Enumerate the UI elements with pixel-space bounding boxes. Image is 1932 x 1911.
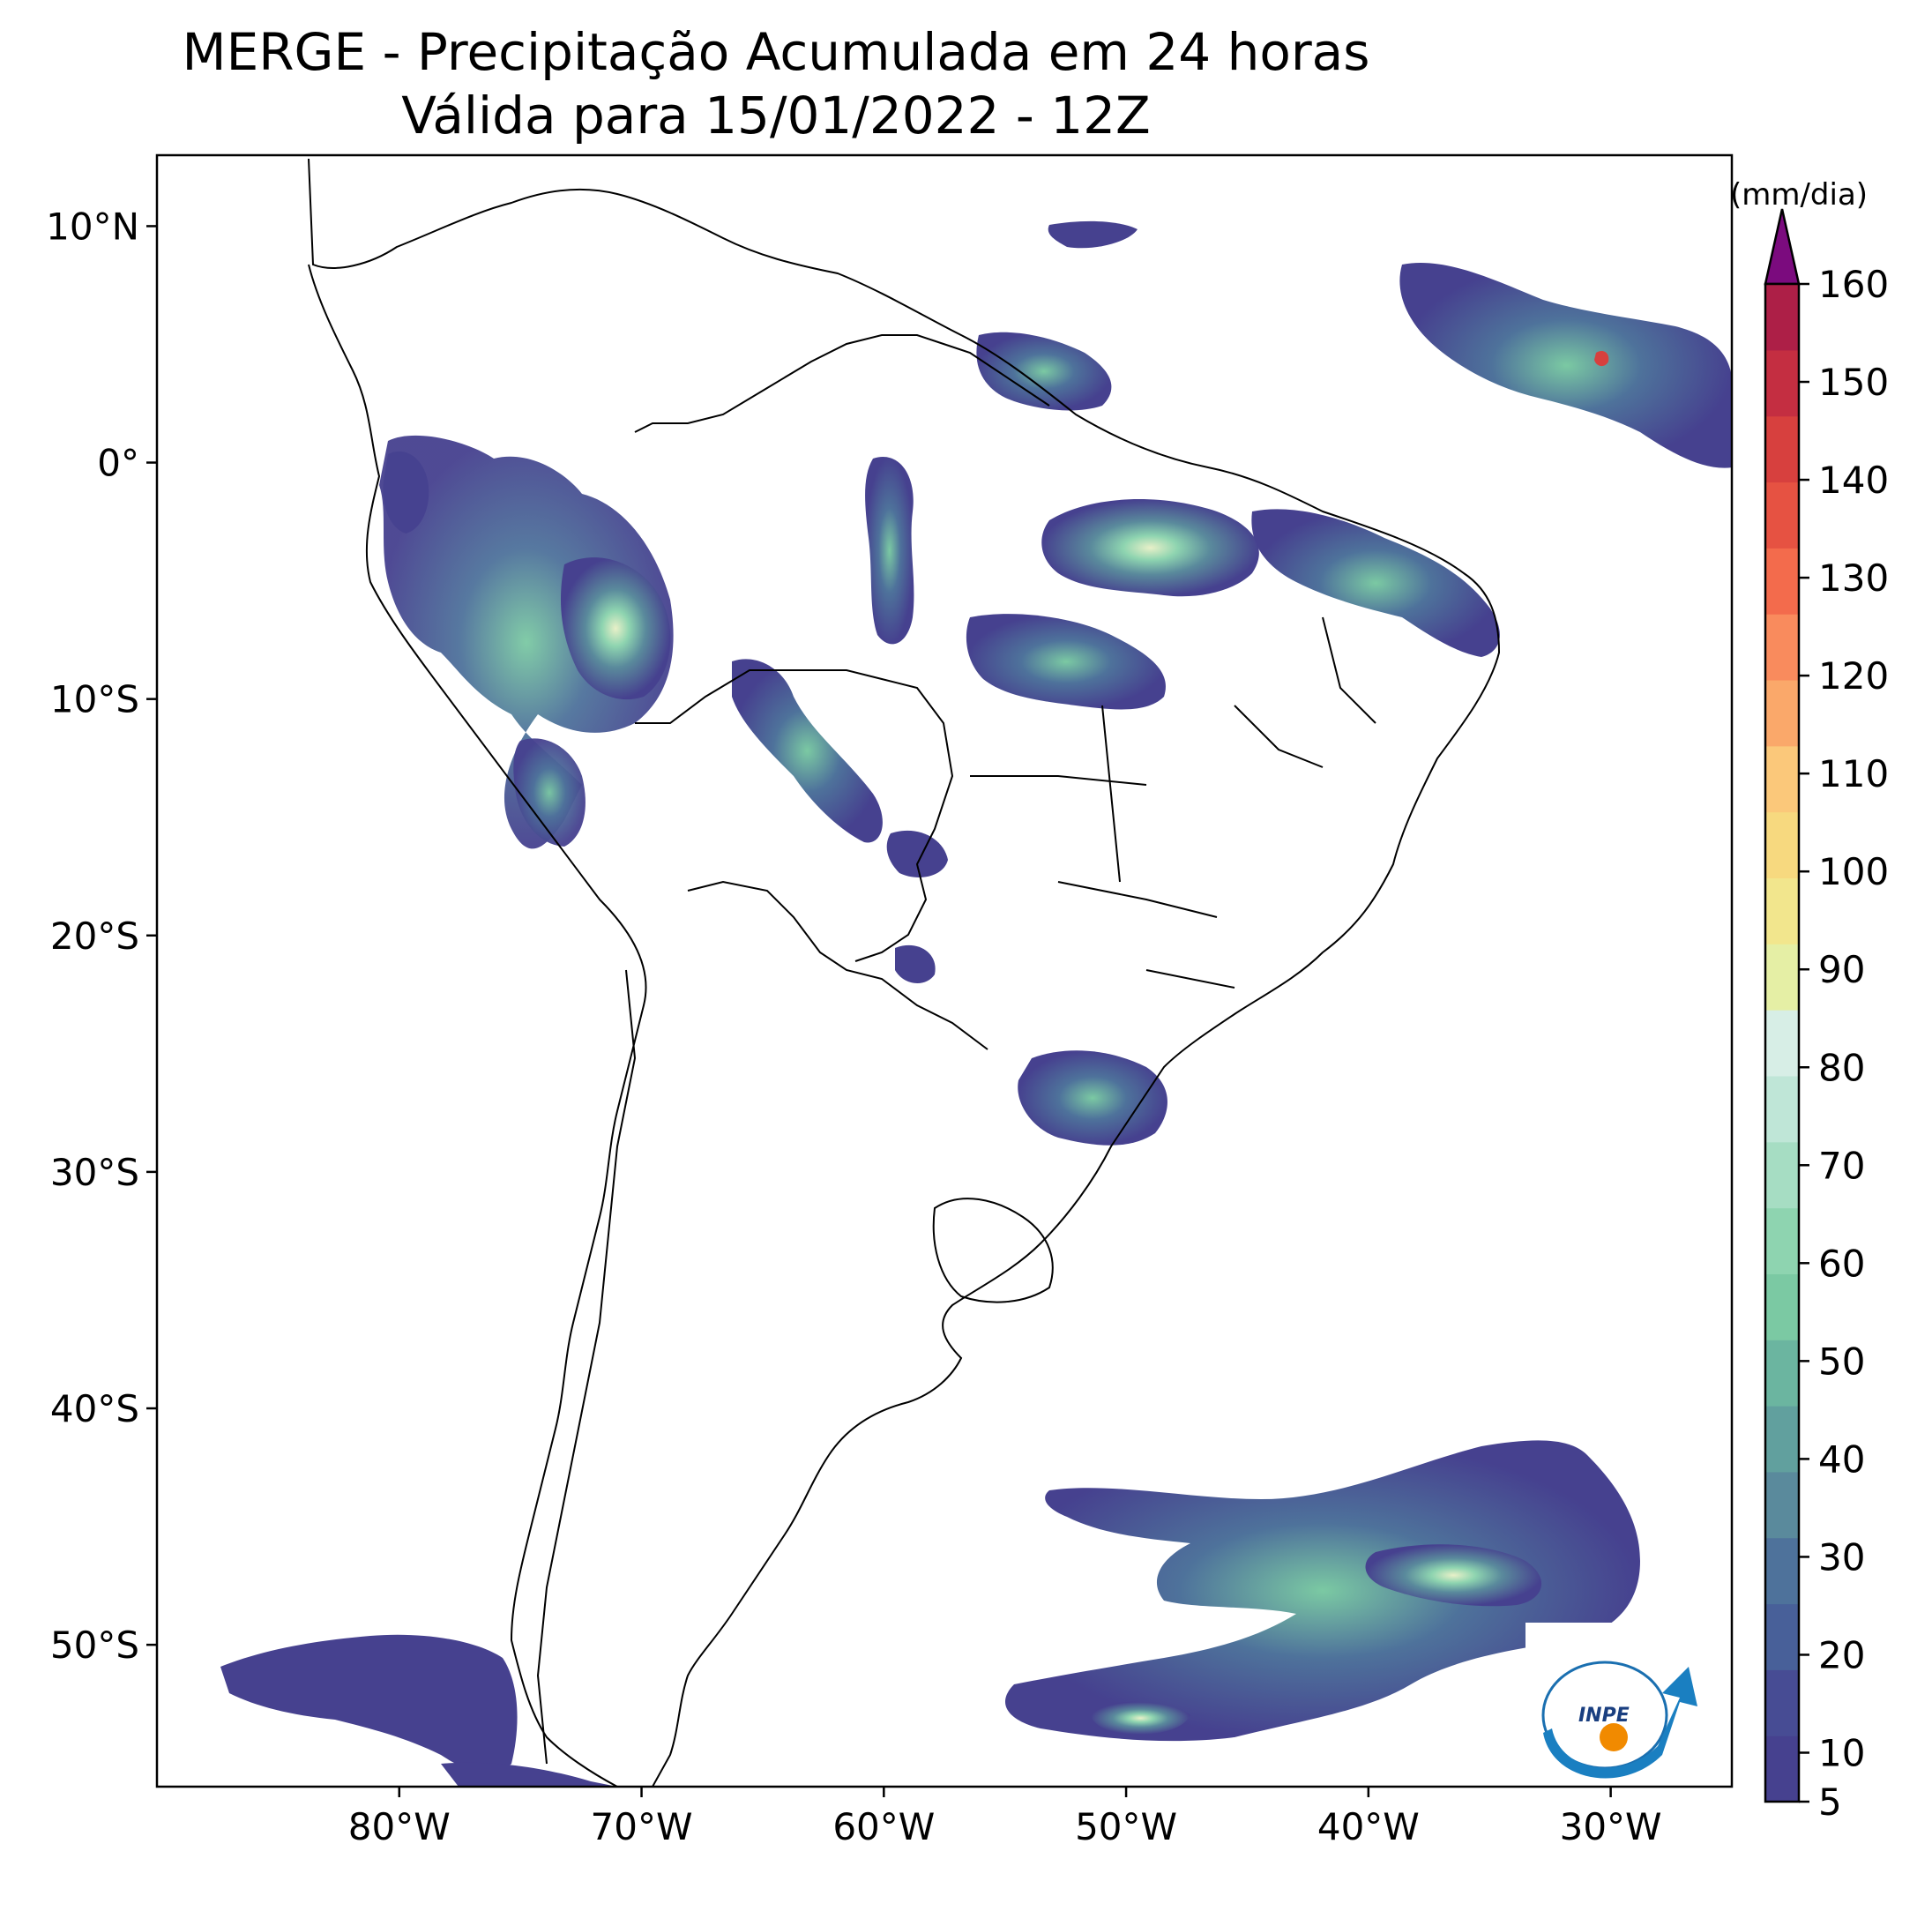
colorbar: (mm/dia) 160 150 140 130 120 110 100 90 80 70 60 50… bbox=[1730, 177, 1889, 1824]
colorbar-bin bbox=[1765, 614, 1799, 681]
colorbar-bin bbox=[1765, 1669, 1799, 1736]
lat-tick-label: 0° bbox=[97, 442, 139, 485]
lat-tick-label: 20°S bbox=[50, 914, 139, 958]
colorbar-bin bbox=[1765, 349, 1799, 417]
colorbar-bin bbox=[1765, 481, 1799, 549]
colorbar-tick-label: 60 bbox=[1818, 1242, 1865, 1285]
rain-area-mato-grosso bbox=[966, 614, 1166, 710]
colorbar-bin bbox=[1765, 679, 1799, 747]
colorbar-bin bbox=[1765, 1273, 1799, 1340]
rain-core-itcz bbox=[1594, 351, 1609, 367]
colorbar-bin bbox=[1765, 1075, 1799, 1143]
rain-band-south-atlantic bbox=[1005, 1440, 1640, 1742]
colorbar-tick-label: 40 bbox=[1818, 1437, 1865, 1481]
colorbar-bin bbox=[1765, 1736, 1799, 1803]
colorbar-bin bbox=[1765, 1340, 1799, 1407]
colorbar-tick-label: 140 bbox=[1818, 459, 1889, 502]
border-argentina-chile bbox=[536, 969, 637, 1765]
sun-dot-icon bbox=[1600, 1723, 1628, 1751]
precipitation-field bbox=[220, 220, 1732, 1787]
border-brazil-states bbox=[970, 616, 1376, 989]
rain-area-guianas bbox=[976, 332, 1112, 411]
lon-tick-label: 30°W bbox=[1560, 1805, 1662, 1848]
colorbar-bin bbox=[1765, 745, 1799, 813]
map-title-line2: Válida para 15/01/2022 - 12Z bbox=[401, 86, 1151, 146]
lat-tick-label: 30°S bbox=[50, 1151, 139, 1194]
rain-core-acre bbox=[560, 557, 671, 700]
lat-tick-label: 10°S bbox=[50, 678, 139, 721]
rain-area-pantanal bbox=[886, 830, 948, 877]
colorbar-tick-label: 80 bbox=[1818, 1046, 1865, 1089]
lat-tick-label: 10°N bbox=[46, 205, 139, 248]
longitude-axis: 80°W 70°W 60°W 50°W 40°W 30°W bbox=[348, 1787, 1662, 1848]
rain-area-patagonia bbox=[220, 1634, 518, 1773]
colorbar-frame bbox=[1764, 282, 1801, 1803]
border-brazil-west bbox=[635, 669, 954, 962]
logo-background bbox=[1525, 1623, 1702, 1777]
rain-area-para bbox=[1041, 499, 1259, 597]
inpe-logo: INPE bbox=[1525, 1623, 1702, 1779]
colorbar-bin bbox=[1765, 1603, 1799, 1670]
colorbar-bin bbox=[1765, 877, 1799, 944]
lat-tick-label: 40°S bbox=[50, 1387, 139, 1430]
colorbar-tick-label: 50 bbox=[1818, 1340, 1865, 1383]
rain-area-paraguay bbox=[895, 944, 936, 984]
colorbar-tick-label: 160 bbox=[1818, 263, 1889, 306]
colorbar-tick-label: 100 bbox=[1818, 850, 1889, 893]
south-america-west-coast bbox=[308, 264, 647, 1787]
border-brazil-north bbox=[634, 334, 1050, 433]
colorbar-tick-label: 5 bbox=[1818, 1780, 1842, 1824]
rain-area-colombia bbox=[383, 451, 429, 534]
colorbar-unit-label: (mm/dia) bbox=[1730, 177, 1868, 213]
rain-area-roraima-strip bbox=[865, 457, 914, 645]
rain-core-south-atlantic-2 bbox=[1091, 1701, 1190, 1735]
colorbar-bin bbox=[1765, 1471, 1799, 1539]
latitude-axis: 10°N 0° 10°S 20°S 30°S 40°S 50°S bbox=[46, 205, 157, 1667]
rain-area-itcz bbox=[1399, 263, 1732, 468]
colorbar-tick-label: 90 bbox=[1818, 948, 1865, 991]
rain-area-northeast bbox=[1251, 509, 1500, 657]
colorbar-tick-label: 130 bbox=[1818, 556, 1889, 600]
border-uruguay bbox=[932, 1198, 1054, 1303]
colorbar-tick-label: 120 bbox=[1818, 654, 1889, 698]
rain-area-south-brazil bbox=[1018, 1050, 1167, 1146]
colorbar-bin bbox=[1765, 811, 1799, 879]
lat-tick-label: 50°S bbox=[50, 1624, 139, 1667]
border-bolivia bbox=[687, 880, 988, 1050]
rain-core-south-atlantic bbox=[1365, 1544, 1542, 1607]
colorbar-bin bbox=[1765, 548, 1799, 615]
rain-area-atlantic-north bbox=[1048, 220, 1138, 249]
colorbar-extend-arrow bbox=[1764, 208, 1801, 286]
lon-tick-label: 40°W bbox=[1317, 1805, 1420, 1848]
colorbar-tick-label: 30 bbox=[1818, 1535, 1865, 1579]
colorbar-tick-label: 70 bbox=[1818, 1144, 1865, 1187]
arrow-swoosh-icon bbox=[1543, 1667, 1697, 1779]
colorbar-bin bbox=[1765, 284, 1799, 351]
rain-area-western-amazon bbox=[379, 435, 674, 849]
rain-area-peru bbox=[513, 738, 586, 847]
lon-tick-label: 50°W bbox=[1075, 1805, 1177, 1848]
logo-text: INPE bbox=[1578, 1705, 1630, 1727]
colorbar-tick-label: 110 bbox=[1818, 752, 1889, 795]
lon-tick-label: 80°W bbox=[348, 1805, 451, 1848]
colorbar-bin bbox=[1765, 415, 1799, 483]
colorbar-bin bbox=[1765, 1406, 1799, 1473]
south-america-coastline bbox=[308, 158, 1501, 1787]
colorbar-bin bbox=[1765, 1141, 1799, 1209]
colorbar-tick-label: 10 bbox=[1818, 1731, 1865, 1774]
colorbar-bin bbox=[1765, 1207, 1799, 1274]
coastlines-borders bbox=[308, 158, 1501, 1787]
lon-tick-label: 60°W bbox=[832, 1805, 935, 1848]
colorbar-bin bbox=[1765, 1537, 1799, 1605]
lon-tick-label: 70°W bbox=[591, 1805, 693, 1848]
colorbar-tick-label: 150 bbox=[1818, 361, 1889, 404]
map-title-line1: MERGE - Precipitação Acumulada em 24 hor… bbox=[182, 22, 1370, 82]
colorbar-tick-label: 20 bbox=[1818, 1633, 1865, 1676]
rain-area-tierra-del-fuego bbox=[441, 1762, 617, 1787]
map-frame bbox=[155, 153, 1734, 1788]
colorbar-bin bbox=[1765, 944, 1799, 1011]
colorbar-bin bbox=[1765, 1010, 1799, 1077]
rain-area-rondonia bbox=[732, 659, 883, 843]
